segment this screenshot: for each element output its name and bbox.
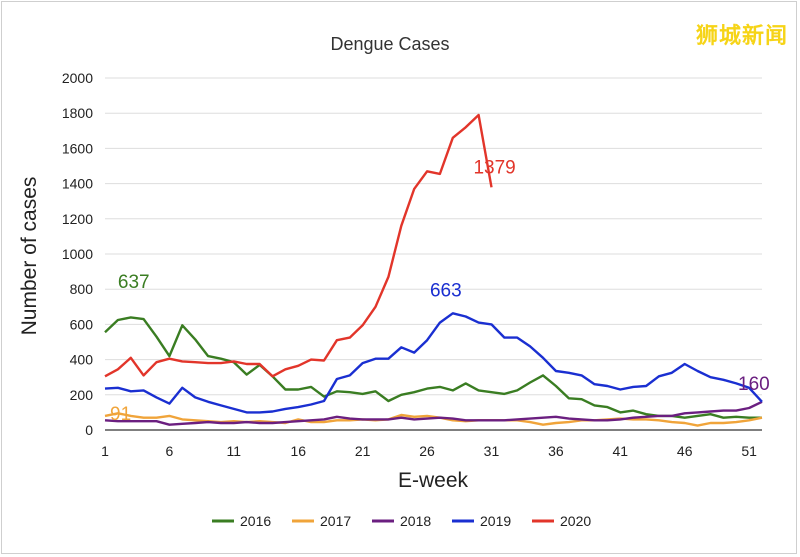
y-tick-label: 1000 — [62, 246, 93, 262]
x-tick-label: 26 — [419, 443, 435, 459]
x-tick-label: 36 — [548, 443, 564, 459]
y-tick-label: 1200 — [62, 211, 93, 227]
y-tick-label: 800 — [70, 281, 94, 297]
y-axis-label: Number of cases — [18, 177, 41, 336]
x-tick-labels: 1 6 11 16 21 26 31 36 41 46 51 — [101, 443, 757, 459]
y-tick-label: 1600 — [62, 140, 93, 156]
x-tick-label: 6 — [166, 443, 174, 459]
x-tick-label: 16 — [290, 443, 306, 459]
y-tick-label: 400 — [70, 352, 94, 368]
annotation-1379: 1379 — [473, 157, 515, 178]
x-tick-label: 31 — [484, 443, 500, 459]
series-line-2020 — [104, 113, 493, 378]
x-tick-label: 51 — [741, 443, 757, 459]
legend: 2016 2017 2018 2019 2020 — [212, 513, 591, 529]
x-tick-label: 46 — [677, 443, 693, 459]
y-tick-label: 0 — [85, 422, 93, 438]
series-lines — [104, 113, 763, 427]
grid — [105, 77, 762, 396]
annotation-160: 160 — [738, 374, 770, 395]
x-axis-label: E-week — [398, 469, 469, 492]
series-line-2019 — [104, 312, 763, 414]
series-line-2018 — [104, 400, 763, 426]
y-tick-label: 2000 — [62, 70, 93, 86]
legend-label-2016: 2016 — [240, 513, 271, 529]
legend-label-2018: 2018 — [400, 513, 431, 529]
data-annotations: 637 91 663 1379 160 — [110, 157, 770, 425]
watermark: 狮城新闻 — [695, 24, 788, 49]
legend-label-2020: 2020 — [560, 513, 591, 529]
annotation-637: 637 — [118, 272, 150, 293]
legend-label-2017: 2017 — [320, 513, 351, 529]
annotation-91: 91 — [110, 404, 131, 425]
legend-label-2019: 2019 — [480, 513, 511, 529]
y-tick-label: 600 — [70, 316, 94, 332]
x-tick-label: 41 — [613, 443, 629, 459]
annotation-663: 663 — [430, 280, 462, 301]
chart-title: Dengue Cases — [330, 34, 449, 54]
y-tick-label: 200 — [70, 387, 94, 403]
x-tick-label: 1 — [101, 443, 109, 459]
y-tick-label: 1800 — [62, 105, 93, 121]
series-line-2016 — [104, 316, 762, 419]
x-tick-label: 21 — [355, 443, 371, 459]
y-tick-labels: 0 200 400 600 800 1000 1200 1400 1600 1800 2000 — [62, 70, 93, 438]
y-tick-label: 1400 — [62, 176, 93, 192]
x-tick-label: 11 — [227, 443, 242, 459]
